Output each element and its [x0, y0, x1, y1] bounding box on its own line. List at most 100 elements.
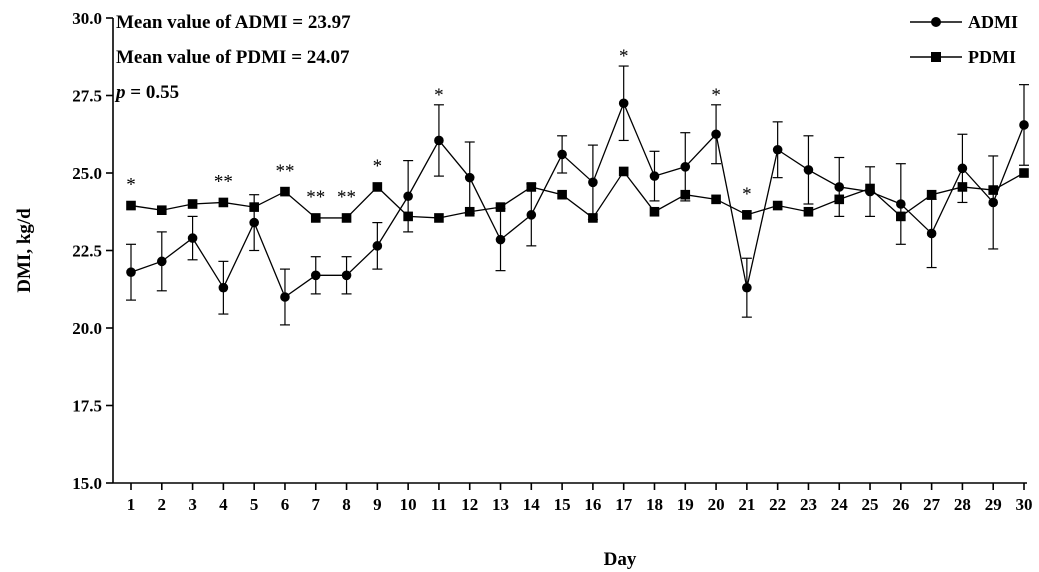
admi-point [310, 270, 321, 281]
admi-point [926, 228, 937, 239]
admi-point [495, 234, 506, 245]
x-tick-label: 24 [831, 495, 849, 514]
y-tick-label: 17.5 [72, 397, 102, 416]
p-value-text: = 0.55 [126, 82, 180, 103]
legend-marker-square [931, 52, 941, 62]
x-tick-label: 17 [615, 495, 633, 514]
y-tick-label: 15.0 [72, 474, 102, 493]
pdmi-point [557, 189, 567, 200]
legend-label-admi: ADMI [968, 12, 1018, 32]
significance-mark: ** [275, 161, 294, 182]
admi-point [834, 182, 845, 192]
pdmi-point [280, 186, 290, 197]
y-tick-label: 30.0 [72, 9, 102, 28]
admi-point [126, 267, 136, 278]
x-tick-label: 28 [954, 495, 971, 514]
pdmi-point [957, 182, 968, 192]
pdmi-point [434, 213, 444, 223]
admi-point [187, 233, 198, 243]
admi-point [434, 135, 444, 146]
x-tick-label: 19 [677, 495, 694, 514]
admi-point [618, 98, 629, 109]
pdmi-point [187, 199, 198, 209]
x-tick-label: 30 [1016, 495, 1033, 514]
x-tick-label: 3 [188, 495, 197, 514]
pdmi-point [772, 200, 783, 211]
pdmi-point [526, 182, 537, 192]
significance-mark: * [373, 156, 383, 177]
admi-point [526, 210, 537, 220]
pdmi-point [711, 194, 721, 205]
admi-point [649, 171, 660, 181]
x-axis-title: Day [604, 549, 637, 570]
x-tick-label: 6 [281, 495, 290, 514]
legend-label-pdmi: PDMI [968, 47, 1016, 67]
pdmi-point [834, 194, 845, 205]
p-value-annotation: p = 0.55 [114, 82, 179, 103]
x-tick-label: 23 [800, 495, 817, 514]
admi-point [557, 149, 567, 160]
y-tick-label: 20.0 [72, 319, 102, 338]
admi-point [403, 191, 413, 202]
pdmi-point [988, 185, 999, 195]
x-tick-label: 20 [708, 495, 725, 514]
x-tick-label: 14 [523, 495, 541, 514]
admi-point [249, 217, 259, 228]
x-tick-label: 5 [250, 495, 259, 514]
admi-point [803, 165, 814, 175]
annotations: Mean value of ADMI = 23.97 Mean value of… [114, 12, 351, 103]
admi-point [896, 199, 906, 209]
pdmi-point [926, 189, 937, 200]
x-tick-label: 25 [862, 495, 879, 514]
pdmi-point [803, 206, 814, 217]
pdmi-point [742, 210, 752, 220]
significance-mark: * [619, 46, 629, 67]
admi-point [988, 197, 999, 208]
significance-mark: ** [214, 172, 233, 193]
pdmi-point [464, 206, 475, 217]
admi-point [156, 256, 167, 267]
significance-mark: ** [337, 187, 356, 208]
admi-point [772, 144, 783, 155]
y-tick-label: 27.5 [72, 87, 102, 106]
x-tick-label: 7 [312, 495, 321, 514]
admi-point [372, 241, 383, 251]
x-tick-label: 29 [985, 495, 1002, 514]
pdmi-point [618, 166, 629, 177]
x-tick-label: 26 [892, 495, 909, 514]
admi-point [742, 282, 752, 293]
pdmi-point [1019, 168, 1029, 178]
x-tick-label: 21 [738, 495, 755, 514]
admi-point [957, 163, 968, 174]
pdmi-point [156, 205, 167, 215]
y-tick-label: 22.5 [72, 242, 102, 261]
x-tick-label: 1 [127, 495, 136, 514]
x-tick-label: 22 [769, 495, 786, 514]
admi-point [341, 270, 352, 281]
x-tick-label: 12 [461, 495, 478, 514]
x-tick-label: 18 [646, 495, 663, 514]
mean-admi-annotation: Mean value of ADMI = 23.97 [116, 12, 351, 33]
significance-mark: * [126, 175, 136, 196]
pdmi-point [126, 200, 136, 211]
pdmi-point [588, 213, 598, 223]
x-tick-label: 10 [400, 495, 417, 514]
pdmi-point [372, 182, 383, 192]
y-axis-title: DMI, kg/d [14, 208, 35, 293]
legend: ADMI PDMI [910, 12, 1018, 67]
significance-mark: ** [306, 187, 325, 208]
pdmi-point [249, 202, 259, 212]
x-tick-label: 11 [431, 495, 447, 514]
pdmi-point [495, 202, 506, 212]
p-symbol: p [114, 82, 126, 103]
admi-point [680, 162, 691, 172]
series-line-pdmi [130, 170, 1025, 219]
pdmi-point [218, 197, 229, 208]
significance-mark: * [742, 184, 752, 205]
admi-point [280, 292, 290, 302]
admi-point [1019, 120, 1029, 130]
admi-point [218, 282, 229, 293]
x-tick-label: 8 [342, 495, 351, 514]
significance-mark: * [434, 85, 444, 106]
